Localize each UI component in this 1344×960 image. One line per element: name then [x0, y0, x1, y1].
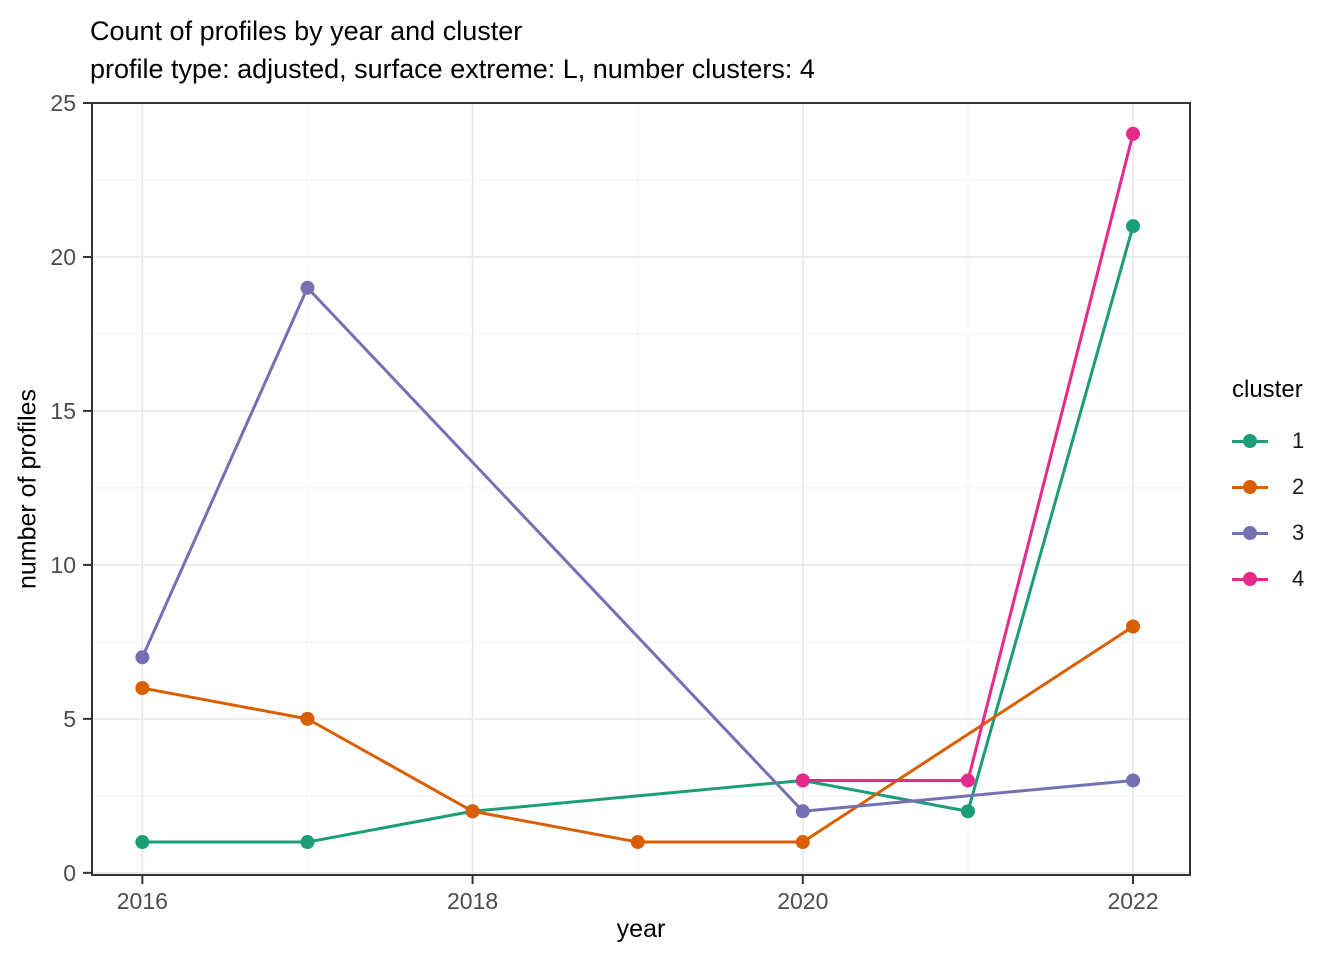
- legend-item-cluster-2: 2: [1232, 464, 1304, 510]
- data-point-cluster-4: [960, 773, 975, 788]
- legend-key: [1232, 479, 1268, 495]
- y-tick-label: 25: [50, 90, 76, 116]
- y-tick-label: 15: [50, 398, 76, 424]
- x-tick-label: 2020: [777, 888, 828, 914]
- legend-item-label: 1: [1292, 428, 1305, 453]
- y-tick-label: 20: [50, 244, 76, 270]
- legend: cluster 1 2 3 4: [1232, 374, 1304, 602]
- x-tick-label: 2016: [117, 888, 168, 914]
- legend-key: [1232, 571, 1268, 587]
- legend-key-dot: [1243, 480, 1257, 494]
- x-tick-label: 2022: [1107, 888, 1158, 914]
- legend-key-dot: [1243, 526, 1257, 540]
- legend-key-dot: [1243, 572, 1257, 586]
- legend-item-cluster-4: 4: [1232, 556, 1304, 602]
- data-point-cluster-1: [1126, 219, 1141, 234]
- legend-key: [1232, 525, 1268, 541]
- data-point-cluster-2: [1126, 619, 1141, 634]
- y-axis-title: number of profiles: [13, 388, 42, 590]
- title-block: Count of profiles by year and cluster pr…: [90, 12, 815, 88]
- data-point-cluster-4: [795, 773, 810, 788]
- legend-item-cluster-3: 3: [1232, 510, 1304, 556]
- legend-item-label: 2: [1292, 474, 1305, 499]
- legend-key: [1232, 433, 1268, 449]
- data-point-cluster-1: [960, 804, 975, 819]
- data-point-cluster-3: [135, 650, 150, 665]
- legend-key-dot: [1243, 434, 1257, 448]
- legend-item-label: 3: [1292, 520, 1305, 545]
- x-axis-title: year: [616, 915, 666, 943]
- data-point-cluster-3: [795, 804, 810, 819]
- series-line-cluster-1: [142, 225, 1135, 844]
- y-tick-label: 5: [63, 706, 76, 732]
- x-tick-label: 2018: [447, 888, 498, 914]
- data-point-cluster-2: [300, 711, 315, 726]
- legend-items: 1 2 3 4: [1232, 418, 1304, 602]
- data-point-cluster-1: [300, 835, 315, 850]
- data-point-cluster-2: [135, 681, 150, 696]
- plot-panel: [92, 103, 1190, 875]
- panel-border: [91, 102, 1191, 876]
- y-tick-label: 10: [50, 552, 76, 578]
- legend-title: cluster: [1232, 376, 1303, 403]
- data-point-cluster-2: [465, 804, 480, 819]
- data-point-cluster-2: [795, 835, 810, 850]
- data-point-cluster-3: [1126, 773, 1141, 788]
- chart-subtitle: profile type: adjusted, surface extreme:…: [90, 54, 815, 84]
- legend-item-cluster-1: 1: [1232, 418, 1304, 464]
- data-point-cluster-4: [1126, 126, 1141, 141]
- y-tick-label: 0: [63, 860, 76, 886]
- series-line-cluster-3: [140, 286, 1134, 813]
- data-point-cluster-1: [135, 835, 150, 850]
- data-point-cluster-3: [300, 280, 315, 295]
- legend-item-label: 4: [1292, 566, 1305, 591]
- chart-title: Count of profiles by year and cluster: [90, 16, 523, 46]
- data-point-cluster-2: [630, 835, 645, 850]
